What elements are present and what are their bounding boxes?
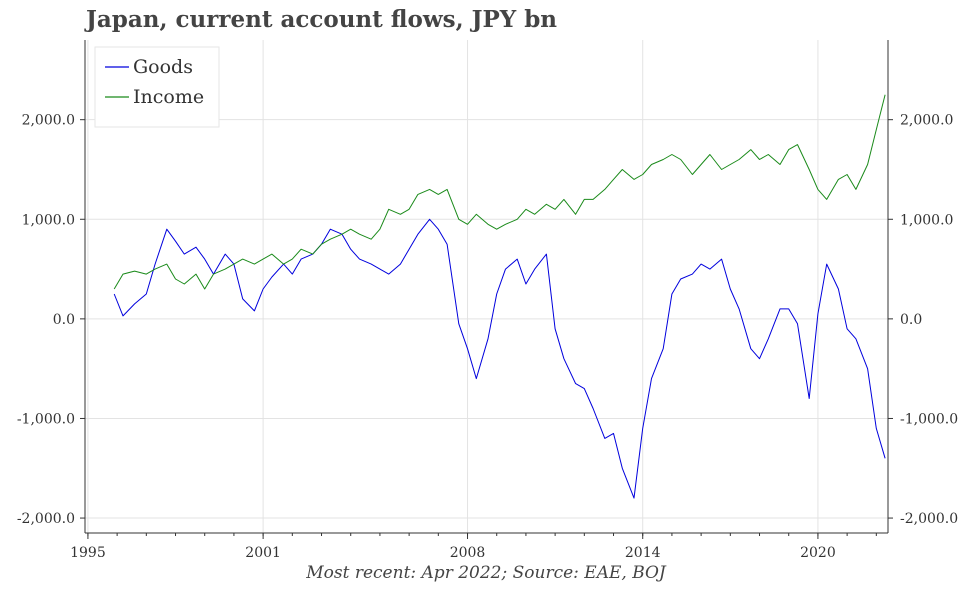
x-tick-label: 2008 xyxy=(450,545,486,560)
y-tick-label-left: -2,000.0 xyxy=(17,511,75,527)
legend-label-goods: Goods xyxy=(133,56,193,78)
y-tick-label-left: 1,000.0 xyxy=(22,212,75,228)
legend: Goods Income xyxy=(94,46,220,128)
grid xyxy=(85,40,888,533)
chart-title: Japan, current account flows, JPY bn xyxy=(86,6,558,33)
line-chart: -2,000.0 -2,000.0 -1,000.0 -1,000.0 0.0 0.0 1,… xyxy=(17,40,958,560)
y-tick-label-right: 2,000.0 xyxy=(900,113,953,129)
series-line-goods xyxy=(113,218,886,499)
y-tick-label-right: -1,000.0 xyxy=(900,411,958,427)
y-tick-label-right: 1,000.0 xyxy=(900,212,953,228)
chart-source-note: Most recent: Apr 2022; Source: EAE, BOJ xyxy=(306,563,666,583)
x-tick-label: 1995 xyxy=(70,545,106,560)
legend-label-income: Income xyxy=(133,86,204,108)
axes: -2,000.0 -2,000.0 -1,000.0 -1,000.0 0.0 0.0 1,… xyxy=(17,40,958,560)
y-tick-label-right: -2,000.0 xyxy=(900,511,958,527)
series-lines xyxy=(113,94,886,499)
y-tick-label-right: 0.0 xyxy=(900,312,922,328)
y-tick-label-left: 0.0 xyxy=(53,312,75,328)
x-tick-label: 2001 xyxy=(245,545,281,560)
legend-box xyxy=(94,46,220,128)
y-tick-label-left: -1,000.0 xyxy=(17,411,75,427)
y-tick-label-left: 2,000.0 xyxy=(22,113,75,129)
series-line-income xyxy=(113,94,886,290)
x-tick-label: 2014 xyxy=(625,545,661,560)
x-tick-label: 2020 xyxy=(800,545,836,560)
